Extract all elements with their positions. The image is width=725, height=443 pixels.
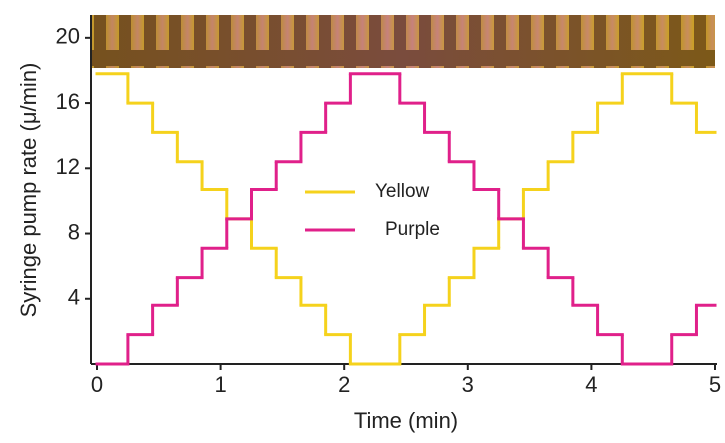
x-tick-label: 4: [585, 372, 597, 397]
y-tick-label: 12: [56, 154, 80, 179]
micrograph-tint: [91, 15, 715, 68]
y-axis-label: Syringe pump rate (μ/min): [16, 63, 41, 318]
x-tick-label: 1: [214, 372, 226, 397]
x-tick-label: 5: [709, 372, 721, 397]
legend-label: Purple: [385, 219, 440, 240]
x-tick-label: 2: [338, 372, 350, 397]
chart: Time (min) Syringe pump rate (μ/min) 4 8 1…: [0, 0, 725, 443]
y-tick-label: 8: [68, 219, 80, 244]
y-tick-label: 4: [68, 285, 80, 310]
x-tick-label: 3: [462, 372, 474, 397]
x-axis-label: Time (min): [354, 408, 458, 433]
y-tick-label: 16: [56, 89, 80, 114]
y-tick-label: 20: [56, 24, 80, 49]
legend-label: Yellow: [375, 181, 430, 202]
x-tick-label: 0: [91, 372, 103, 397]
